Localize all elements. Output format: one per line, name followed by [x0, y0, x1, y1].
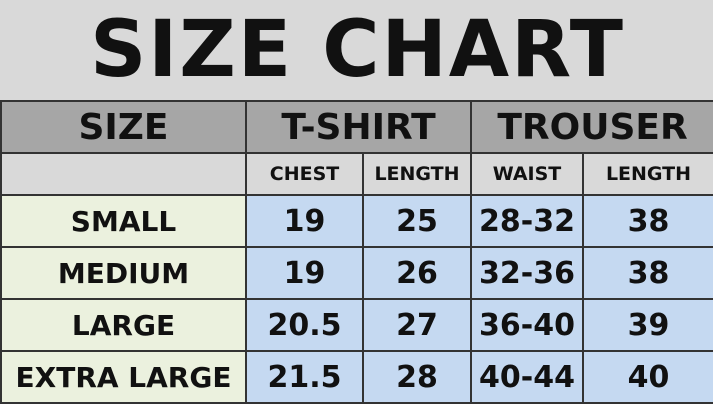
- subheader-chest: CHEST: [245, 152, 364, 196]
- cell-size: SMALL: [0, 194, 247, 248]
- header-size: SIZE: [0, 100, 247, 154]
- cell-plength: 40: [581, 350, 713, 404]
- subheader-trouser-length: LENGTH: [581, 152, 713, 196]
- cell-size: LARGE: [0, 298, 247, 352]
- subheader-waist: WAIST: [470, 152, 584, 196]
- table-row: EXTRA LARGE 21.5 28 40-44 40: [0, 350, 713, 404]
- cell-waist: 32-36: [470, 246, 584, 300]
- cell-chest: 20.5: [245, 298, 364, 352]
- cell-tlength: 25: [362, 194, 472, 248]
- cell-waist: 40-44: [470, 350, 584, 404]
- cell-chest: 19: [245, 246, 364, 300]
- table-row: SMALL 19 25 28-32 38: [0, 194, 713, 248]
- cell-waist: 28-32: [470, 194, 584, 248]
- cell-size: MEDIUM: [0, 246, 247, 300]
- cell-plength: 38: [581, 194, 713, 248]
- table-row: MEDIUM 19 26 32-36 38: [0, 246, 713, 300]
- subheader-tshirt-length: LENGTH: [362, 152, 472, 196]
- cell-tlength: 27: [362, 298, 472, 352]
- cell-chest: 19: [245, 194, 364, 248]
- cell-size: EXTRA LARGE: [0, 350, 247, 404]
- cell-chest: 21.5: [245, 350, 364, 404]
- cell-tlength: 26: [362, 246, 472, 300]
- subheader-empty: [0, 152, 247, 196]
- cell-tlength: 28: [362, 350, 472, 404]
- page-title: SIZE CHART: [1, 0, 713, 101]
- header-tshirt: T-SHIRT: [245, 100, 472, 154]
- cell-plength: 38: [581, 246, 713, 300]
- cell-plength: 39: [581, 298, 713, 352]
- header-trouser: TROUSER: [469, 100, 713, 154]
- table-row: LARGE 20.5 27 36-40 39: [0, 298, 713, 352]
- cell-waist: 36-40: [470, 298, 584, 352]
